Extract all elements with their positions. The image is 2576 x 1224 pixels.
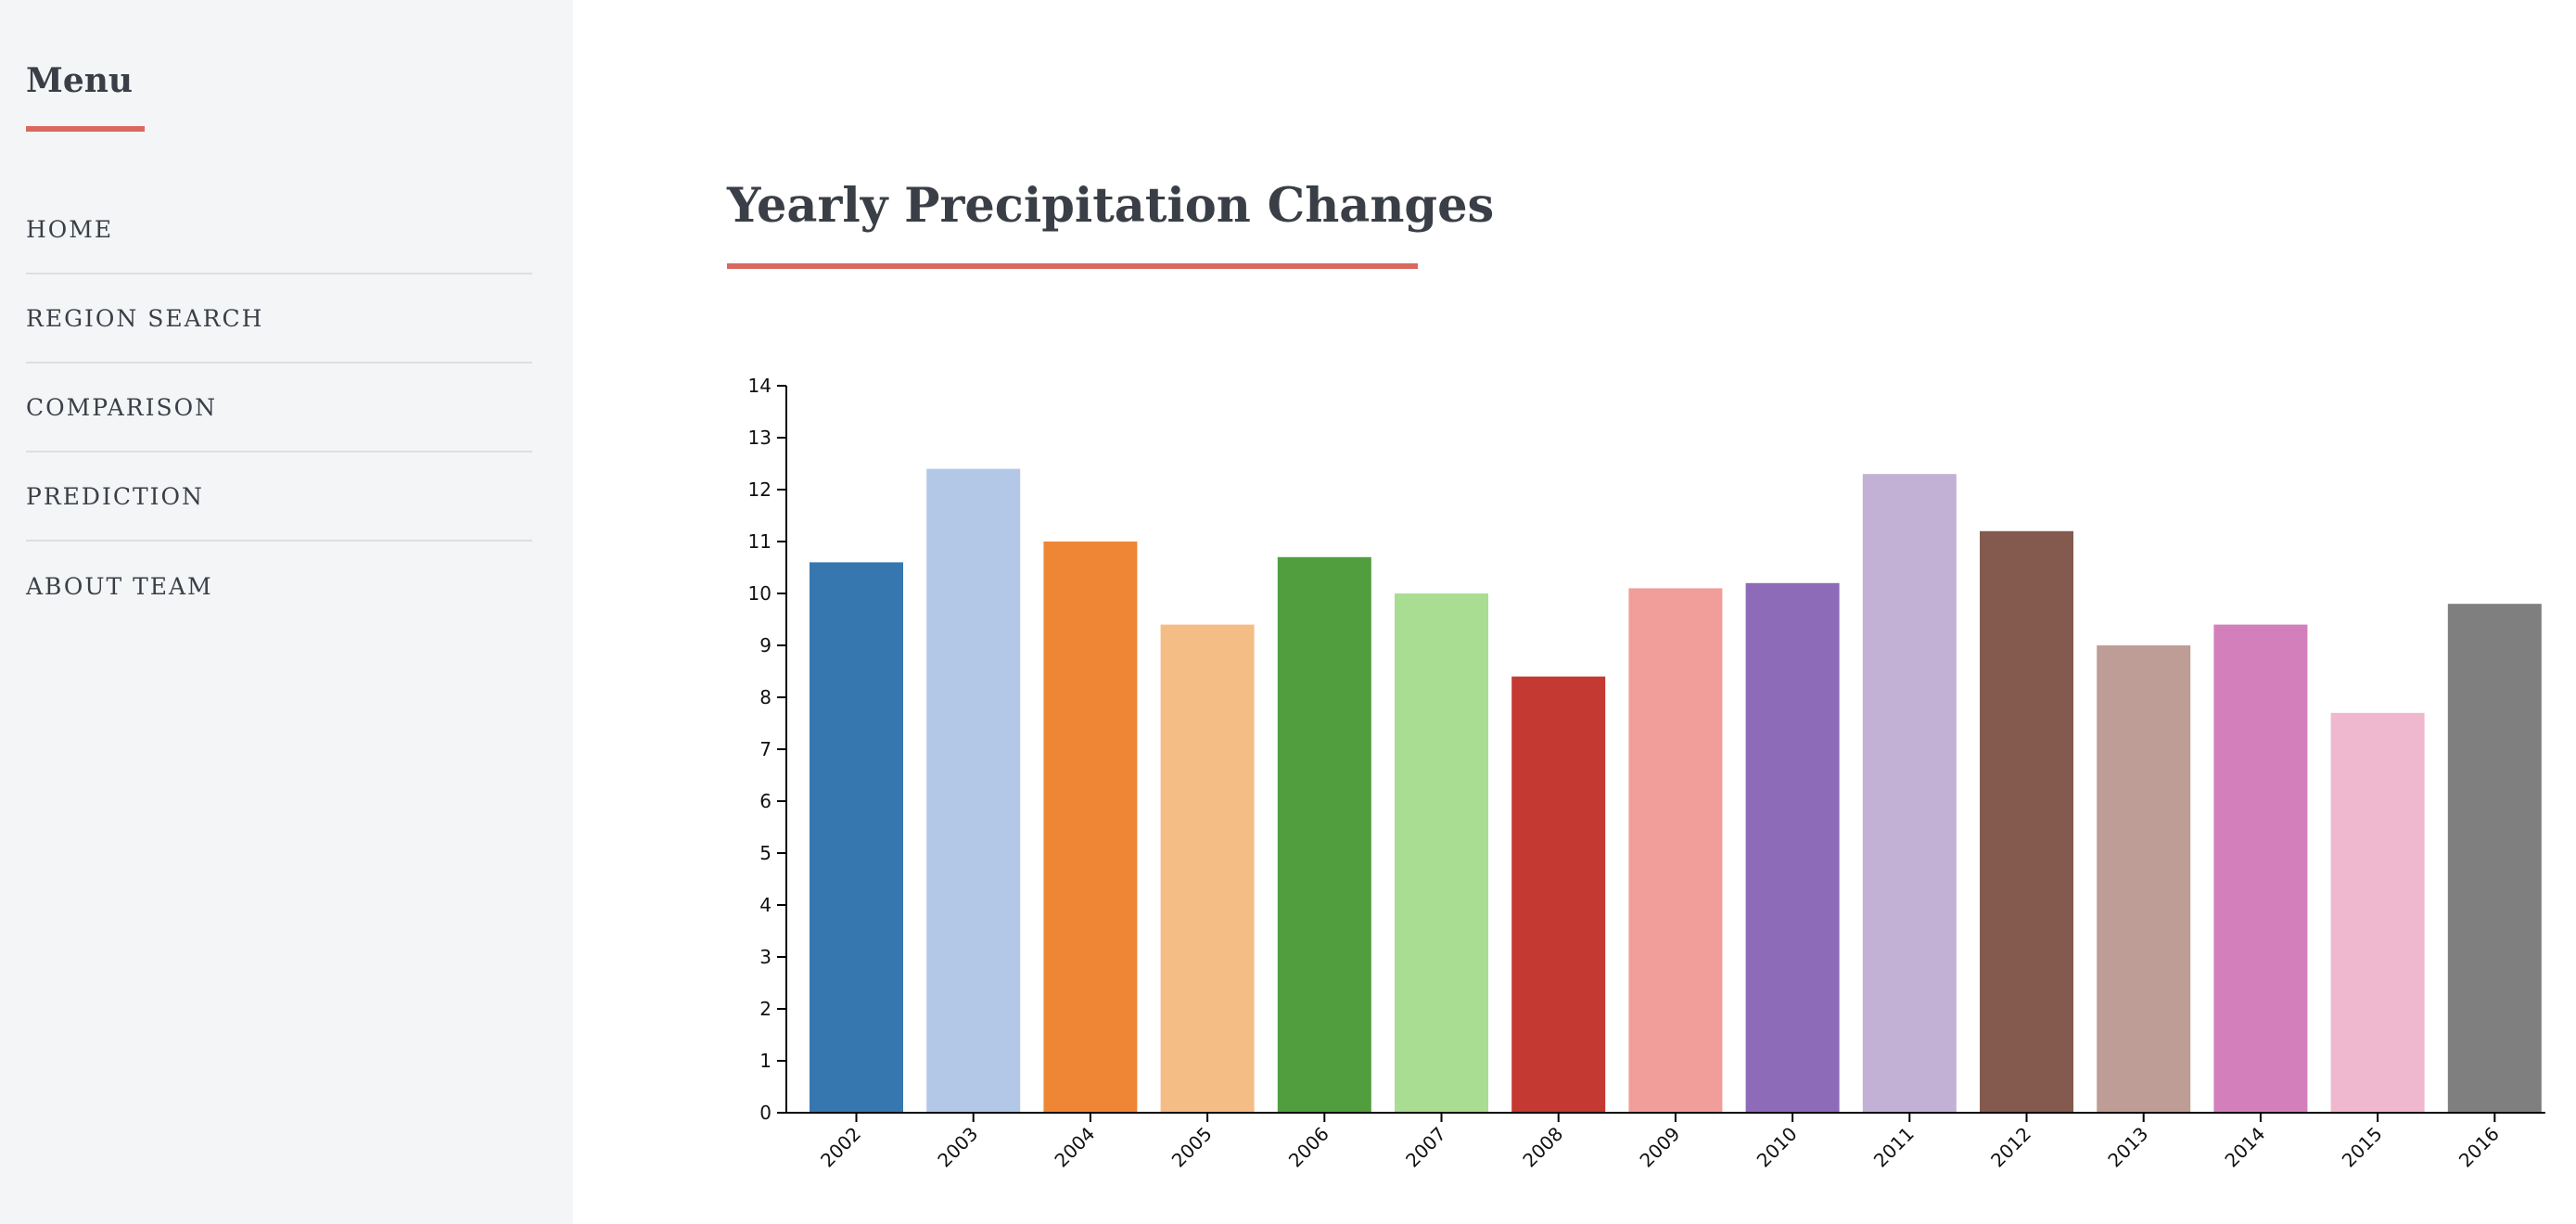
page-title: Yearly Precipitation Changes: [727, 178, 1495, 234]
y-tick-label-3: 3: [759, 946, 772, 968]
y-tick-label-4: 4: [759, 894, 772, 916]
sidebar-item-comparison[interactable]: COMPARISON: [26, 363, 532, 453]
bar-2013: [2097, 645, 2191, 1113]
y-tick-label-14: 14: [748, 375, 772, 397]
y-tick-label-11: 11: [748, 530, 772, 553]
x-tick-label-2015: 2015: [2338, 1123, 2387, 1172]
y-tick-label-1: 1: [759, 1050, 772, 1072]
bar-2009: [1628, 588, 1723, 1113]
sidebar: Menu HOME REGION SEARCH COMPARISON PREDI…: [0, 0, 573, 1224]
y-tick-label-9: 9: [759, 634, 772, 657]
bar-2003: [926, 468, 1021, 1114]
page-title-underline: [727, 263, 1418, 269]
menu-title-underline: [26, 126, 145, 132]
bar-2014: [2213, 624, 2308, 1113]
x-tick-label-2012: 2012: [1986, 1123, 2035, 1172]
sidebar-item-prediction[interactable]: PREDICTION: [26, 453, 532, 542]
x-tick-label-2011: 2011: [1869, 1123, 1919, 1172]
bar-2015: [2330, 712, 2425, 1113]
bar-2004: [1043, 542, 1138, 1113]
y-tick-label-6: 6: [759, 790, 772, 812]
x-tick-label-2013: 2013: [2103, 1123, 2152, 1172]
x-tick-label-2008: 2008: [1518, 1123, 1567, 1172]
x-tick-label-2010: 2010: [1753, 1123, 1802, 1172]
y-tick-label-5: 5: [759, 842, 772, 864]
bar-2005: [1160, 624, 1255, 1113]
x-tick-label-2007: 2007: [1401, 1123, 1450, 1172]
sidebar-item-region-search[interactable]: REGION SEARCH: [26, 274, 532, 363]
x-tick-label-2014: 2014: [2220, 1123, 2269, 1172]
y-tick-label-12: 12: [748, 478, 772, 501]
y-tick-label-0: 0: [759, 1102, 772, 1124]
y-tick-label-2: 2: [759, 998, 772, 1020]
y-tick-label-8: 8: [759, 686, 772, 708]
x-tick-label-2006: 2006: [1284, 1123, 1333, 1172]
sidebar-item-about-team[interactable]: ABOUT TEAM: [26, 572, 213, 600]
x-tick-label-2002: 2002: [816, 1123, 865, 1172]
x-tick-label-2009: 2009: [1635, 1123, 1684, 1172]
bar-2006: [1277, 556, 1371, 1113]
bar-2010: [1745, 582, 1840, 1113]
bar-2007: [1395, 593, 1488, 1113]
bar-2016: [2447, 604, 2542, 1113]
x-tick-label-2004: 2004: [1050, 1123, 1099, 1172]
x-tick-label-2003: 2003: [933, 1123, 982, 1172]
y-tick-label-7: 7: [759, 738, 772, 760]
y-tick-label-13: 13: [748, 427, 772, 449]
y-tick-label-10: 10: [748, 582, 772, 605]
bar-2012: [1980, 530, 2073, 1113]
x-tick-label-2016: 2016: [2455, 1123, 2504, 1172]
bar-2008: [1511, 676, 1606, 1113]
sidebar-nav: HOME REGION SEARCH COMPARISON PREDICTION…: [26, 185, 532, 631]
bar-2011: [1862, 474, 1957, 1113]
menu-title: Menu: [26, 61, 134, 100]
sidebar-item-home[interactable]: HOME: [26, 185, 532, 274]
x-tick-label-2005: 2005: [1167, 1123, 1217, 1172]
bar-2002: [810, 562, 903, 1113]
